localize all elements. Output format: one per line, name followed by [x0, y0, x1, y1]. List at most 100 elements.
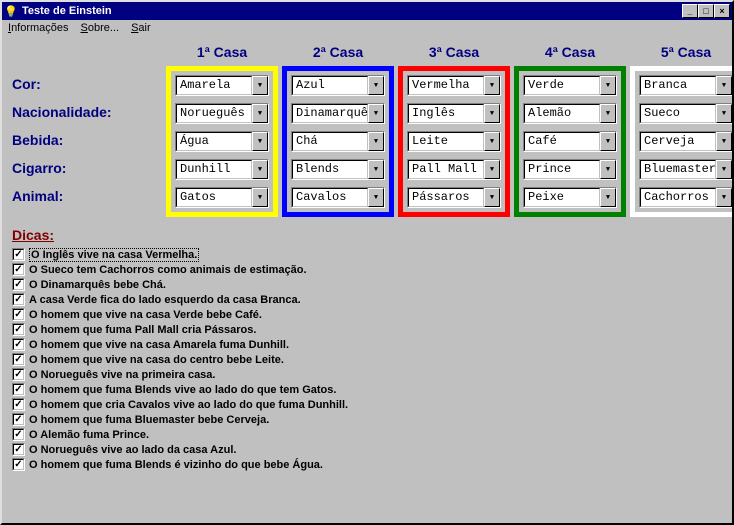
combo-0-3[interactable]: Dunhill▼ [175, 159, 269, 180]
chevron-down-icon[interactable]: ▼ [368, 76, 384, 95]
hint-text: O Norueguês vive ao lado da casa Azul. [29, 444, 236, 456]
combo-0-0[interactable]: Amarela▼ [175, 75, 269, 96]
chevron-down-icon[interactable]: ▼ [716, 188, 732, 207]
hint-row-1[interactable]: ✓O Sueco tem Cachorros como animais de e… [12, 262, 722, 277]
titlebar: 💡 Teste de Einstein _ □ × [2, 2, 732, 20]
hint-checkbox-10[interactable]: ✓ [12, 398, 25, 411]
combo-1-1[interactable]: Dinamarquês▼ [291, 103, 385, 124]
chevron-down-icon[interactable]: ▼ [484, 132, 500, 151]
chevron-down-icon[interactable]: ▼ [716, 104, 732, 123]
hint-checkbox-3[interactable]: ✓ [12, 293, 25, 306]
chevron-down-icon[interactable]: ▼ [484, 160, 500, 179]
house-column-5: Branca▼Sueco▼Cerveja▼Bluemaster▼Cachorro… [630, 66, 732, 217]
chevron-down-icon[interactable]: ▼ [252, 104, 268, 123]
combo-value: Blends [292, 160, 368, 179]
combo-0-1[interactable]: Norueguês▼ [175, 103, 269, 124]
combo-4-4[interactable]: Cachorros▼ [639, 187, 732, 208]
chevron-down-icon[interactable]: ▼ [600, 160, 616, 179]
combo-3-3[interactable]: Prince▼ [523, 159, 617, 180]
hint-checkbox-13[interactable]: ✓ [12, 443, 25, 456]
combo-1-4[interactable]: Cavalos▼ [291, 187, 385, 208]
hint-checkbox-9[interactable]: ✓ [12, 383, 25, 396]
chevron-down-icon[interactable]: ▼ [368, 160, 384, 179]
minimize-button[interactable]: _ [682, 4, 698, 18]
hint-row-13[interactable]: ✓ O Norueguês vive ao lado da casa Azul. [12, 442, 722, 457]
chevron-down-icon[interactable]: ▼ [716, 132, 732, 151]
combo-4-0[interactable]: Branca▼ [639, 75, 732, 96]
chevron-down-icon[interactable]: ▼ [716, 76, 732, 95]
combo-1-3[interactable]: Blends▼ [291, 159, 385, 180]
maximize-button[interactable]: □ [698, 4, 714, 18]
combo-1-2[interactable]: Chá▼ [291, 131, 385, 152]
combo-0-2[interactable]: Água▼ [175, 131, 269, 152]
combo-value: Azul [292, 76, 368, 95]
app-icon: 💡 [4, 4, 18, 18]
combo-4-1[interactable]: Sueco▼ [639, 103, 732, 124]
hint-checkbox-1[interactable]: ✓ [12, 263, 25, 276]
hint-checkbox-7[interactable]: ✓ [12, 353, 25, 366]
hint-row-6[interactable]: ✓O homem que vive na casa Amarela fuma D… [12, 337, 722, 352]
combo-1-0[interactable]: Azul▼ [291, 75, 385, 96]
chevron-down-icon[interactable]: ▼ [600, 132, 616, 151]
chevron-down-icon[interactable]: ▼ [600, 104, 616, 123]
hint-row-11[interactable]: ✓O homem que fuma Bluemaster bebe Cervej… [12, 412, 722, 427]
combo-3-0[interactable]: Verde▼ [523, 75, 617, 96]
house-column-2: Azul▼Dinamarquês▼Chá▼Blends▼Cavalos▼ [282, 66, 394, 217]
chevron-down-icon[interactable]: ▼ [252, 76, 268, 95]
hint-row-0[interactable]: ✓O Inglês vive na casa Vermelha. [12, 247, 722, 262]
hint-checkbox-14[interactable]: ✓ [12, 458, 25, 471]
chevron-down-icon[interactable]: ▼ [600, 188, 616, 207]
chevron-down-icon[interactable]: ▼ [368, 188, 384, 207]
hint-row-9[interactable]: ✓O homem que fuma Blends vive ao lado do… [12, 382, 722, 397]
hint-row-12[interactable]: ✓O Alemão fuma Prince. [12, 427, 722, 442]
row-label-3: Cigarro: [12, 154, 162, 175]
menu-item-2[interactable]: Sair [131, 22, 151, 34]
chevron-down-icon[interactable]: ▼ [368, 104, 384, 123]
chevron-down-icon[interactable]: ▼ [600, 76, 616, 95]
hint-checkbox-12[interactable]: ✓ [12, 428, 25, 441]
combo-3-4[interactable]: Peixe▼ [523, 187, 617, 208]
hint-checkbox-0[interactable]: ✓ [12, 248, 25, 261]
chevron-down-icon[interactable]: ▼ [252, 188, 268, 207]
combo-2-1[interactable]: Inglês▼ [407, 103, 501, 124]
combo-3-1[interactable]: Alemão▼ [523, 103, 617, 124]
house-column-3: Vermelha▼ Inglês▼ Leite▼ Pall Mall▼ Pássaros… [398, 66, 510, 217]
combo-2-2[interactable]: Leite▼ [407, 131, 501, 152]
chevron-down-icon[interactable]: ▼ [484, 76, 500, 95]
hint-checkbox-5[interactable]: ✓ [12, 323, 25, 336]
close-button[interactable]: × [714, 4, 730, 18]
combo-value: Peixe [524, 188, 600, 207]
chevron-down-icon[interactable]: ▼ [368, 132, 384, 151]
combo-4-2[interactable]: Cerveja▼ [639, 131, 732, 152]
combo-value: Prince [524, 160, 600, 179]
hint-row-3[interactable]: ✓A casa Verde fica do lado esquerdo da c… [12, 292, 722, 307]
hint-checkbox-6[interactable]: ✓ [12, 338, 25, 351]
chevron-down-icon[interactable]: ▼ [484, 104, 500, 123]
row-label-1: Nacionalidade: [12, 98, 162, 119]
menu-item-1[interactable]: Sobre... [81, 22, 120, 34]
hint-row-5[interactable]: ✓O homem que fuma Pall Mall cria Pássaro… [12, 322, 722, 337]
chevron-down-icon[interactable]: ▼ [484, 188, 500, 207]
hint-checkbox-11[interactable]: ✓ [12, 413, 25, 426]
hint-row-4[interactable]: ✓O homem que vive na casa Verde bebe Caf… [12, 307, 722, 322]
hint-row-8[interactable]: ✓ O Norueguês vive na primeira casa. [12, 367, 722, 382]
menu-item-0[interactable]: Informações [8, 22, 69, 34]
combo-2-0[interactable]: Vermelha▼ [407, 75, 501, 96]
combo-3-2[interactable]: Café▼ [523, 131, 617, 152]
combo-2-4[interactable]: Pássaros▼ [407, 187, 501, 208]
chevron-down-icon[interactable]: ▼ [252, 160, 268, 179]
hint-row-7[interactable]: ✓O homem que vive na casa do centro bebe… [12, 352, 722, 367]
combo-0-4[interactable]: Gatos▼ [175, 187, 269, 208]
hint-text: O Norueguês vive na primeira casa. [29, 369, 215, 381]
chevron-down-icon[interactable]: ▼ [716, 160, 732, 179]
combo-4-3[interactable]: Bluemaster▼ [639, 159, 732, 180]
hint-checkbox-8[interactable]: ✓ [12, 368, 25, 381]
hint-row-10[interactable]: ✓O homem que cria Cavalos vive ao lado d… [12, 397, 722, 412]
hint-row-14[interactable]: ✓O homem que fuma Blends é vizinho do qu… [12, 457, 722, 472]
combo-2-3[interactable]: Pall Mall▼ [407, 159, 501, 180]
combo-value: Bluemaster [640, 160, 716, 179]
hint-checkbox-2[interactable]: ✓ [12, 278, 25, 291]
chevron-down-icon[interactable]: ▼ [252, 132, 268, 151]
hint-checkbox-4[interactable]: ✓ [12, 308, 25, 321]
hint-row-2[interactable]: ✓O Dinamarquês bebe Chá. [12, 277, 722, 292]
